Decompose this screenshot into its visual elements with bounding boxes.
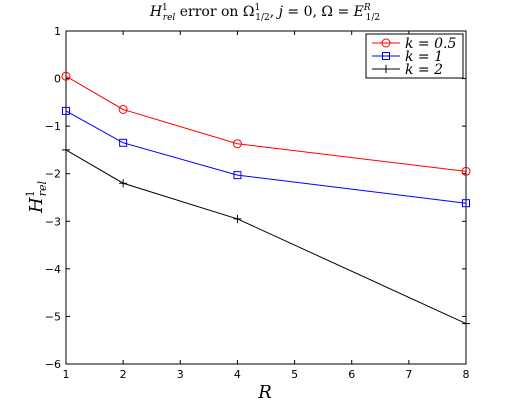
x-tick-label: 3	[177, 368, 184, 381]
y-tick-label: −3	[45, 215, 61, 228]
svg-text:H1rel: H1rel	[24, 181, 49, 214]
legend-label-2: k = 1	[405, 49, 443, 65]
series-3-point-2	[119, 179, 128, 188]
x-tick-label: 1	[63, 368, 70, 381]
y-tick-label: 0	[54, 73, 61, 86]
y-tick-label: −5	[45, 310, 61, 323]
series-1-point-3	[232, 139, 242, 149]
legend-marker-2	[382, 52, 390, 60]
x-tick-label: 4	[234, 368, 241, 381]
x-tick-label: 7	[405, 368, 412, 381]
x-tick-label: 8	[463, 368, 470, 381]
series-3-point-4	[462, 319, 470, 328]
series-line-2	[65, 110, 467, 204]
series-3-point-1	[62, 145, 70, 154]
legend-label-1: k = 0.5	[405, 36, 456, 52]
series-2-point-1	[62, 106, 70, 115]
legend-label-3: k = 2	[405, 62, 443, 78]
series-1-point-1	[61, 71, 71, 81]
legend-marker-3	[382, 65, 390, 73]
series-line-1	[65, 75, 467, 172]
series-3-point-3	[233, 214, 242, 223]
x-tick-label: 2	[120, 368, 127, 381]
series-1-point-2	[118, 104, 128, 114]
series-line-3	[65, 149, 467, 325]
chart-title: H1 rel error on Ω1 1/2, j = 0, Ω = ER 1/2	[149, 3, 380, 23]
legend-marker-1	[381, 38, 391, 48]
x-tick-label: 6	[348, 368, 355, 381]
y-axis-label: H1rel	[24, 181, 49, 214]
y-tick-label: −4	[45, 263, 61, 276]
x-tick-label: 5	[291, 368, 298, 381]
series-2-point-4	[462, 199, 470, 208]
x-axis-label: R	[257, 382, 272, 403]
series-2-point-2	[119, 138, 128, 147]
y-tick-label: 1	[54, 25, 61, 38]
series-1-point-4	[461, 166, 471, 176]
plot-frame	[65, 30, 467, 365]
y-tick-label: −2	[45, 168, 61, 181]
plot-area: 1 2 3 4 5 6 7 8 −6 −5 −4 −3 −2 −1 0 1 k = 0.5k = 1k = 2	[45, 25, 471, 381]
y-tick-label: −6	[45, 358, 61, 371]
series-2-point-3	[233, 171, 242, 180]
y-tick-label: −1	[45, 120, 61, 133]
